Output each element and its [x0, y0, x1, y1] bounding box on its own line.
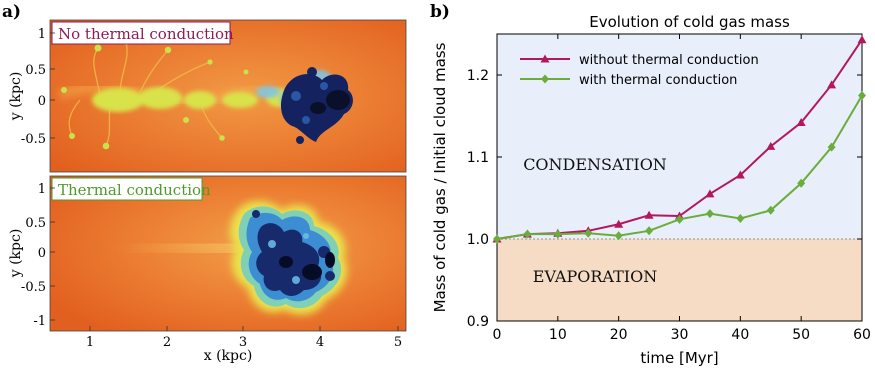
data-point: [796, 118, 806, 127]
legend-entry: without thermal conduction: [579, 53, 759, 68]
xtick-label: 4: [316, 335, 324, 350]
label-box-conduction: [51, 177, 203, 201]
chart-title: Evolution of cold gas mass: [589, 13, 790, 31]
legend-swatch-marker: [541, 74, 549, 84]
data-point: [645, 226, 654, 236]
data-point: [705, 209, 714, 219]
x-tick-label: 10: [549, 327, 567, 343]
label-conduction: Thermal conduction: [58, 181, 211, 199]
data-point: [614, 219, 624, 228]
xtick-label: 3: [239, 335, 247, 350]
x-tick-label: 60: [853, 327, 871, 343]
xtick-label: 2: [163, 335, 171, 350]
condensation-label: CONDENSATION: [523, 155, 667, 174]
simulation-no-conduction: No thermal conduction: [49, 19, 407, 173]
condensation-region: [497, 34, 862, 239]
data-point: [523, 229, 532, 239]
data-point: [493, 234, 501, 244]
legend-swatch-marker: [540, 54, 550, 63]
y-tick-label: 1.2: [467, 68, 489, 84]
series-with-conduction: [493, 91, 866, 244]
data-point: [736, 214, 745, 223]
data-point: [675, 214, 684, 224]
bottom-ytick-label: 0.5: [25, 216, 46, 231]
data-point: [614, 231, 623, 241]
x-tick-label: 50: [792, 327, 810, 343]
top-ytick-label: 1: [38, 27, 46, 42]
data-point: [644, 210, 654, 219]
data-point: [858, 91, 866, 100]
top-ytick-label: 0: [38, 94, 46, 109]
y-tick-label: 0.9: [467, 314, 489, 330]
data-point: [553, 229, 562, 239]
panel-a-letter: a): [2, 2, 21, 22]
y-axis-label: Mass of cold gas / Initial cloud mass: [431, 42, 449, 312]
bottom-ytick-label: -1: [33, 314, 46, 329]
xtick-label: 5: [394, 335, 402, 350]
data-point: [797, 178, 806, 188]
panel-a-xlabel: x (kpc): [204, 348, 253, 364]
panel-a-ticks: 1 0.5 0 -0.5 1 0.5 0 -0.5 -1 1 2 3 4 5: [21, 27, 402, 350]
legend-entry: with thermal conduction: [579, 73, 737, 88]
x-tick-label: 20: [610, 327, 628, 343]
data-point: [827, 142, 836, 152]
evaporation-region: [497, 239, 862, 321]
data-point: [705, 189, 715, 198]
label-no-conduction: No thermal conduction: [58, 25, 234, 43]
bottom-ytick-label: 0: [38, 246, 46, 261]
evaporation-label: EVAPORATION: [533, 267, 657, 286]
top-ytick-label: -0.5: [21, 132, 46, 147]
simulation-with-conduction: Thermal conduction: [49, 175, 407, 332]
legend: without thermal conduction with thermal c…: [520, 53, 759, 88]
data-point: [584, 228, 593, 238]
cold-gas-mass-chart: CONDENSATION EVAPORATION Evolution of cold…: [431, 13, 871, 367]
x-tick-label: 40: [731, 327, 749, 343]
panel-a-bottom-ylabel: y (kpc): [8, 229, 24, 279]
data-point: [857, 35, 867, 44]
data-point: [766, 141, 776, 150]
y-tick-label: 1.1: [467, 150, 489, 166]
bottom-ytick-label: 1: [38, 182, 46, 197]
data-point: [827, 80, 837, 89]
panel-a-top-ylabel: y (kpc): [8, 72, 24, 122]
bottom-ytick-label: -0.5: [21, 280, 46, 295]
x-axis-label: time [Myr]: [640, 349, 718, 367]
data-point: [735, 170, 745, 179]
x-tick-label: 0: [493, 327, 502, 343]
panel-b-letter: b): [430, 2, 450, 22]
x-tick-label: 30: [671, 327, 689, 343]
data-point: [766, 205, 775, 215]
top-ytick-label: 0.5: [25, 63, 46, 78]
xtick-label: 1: [86, 335, 94, 350]
y-tick-label: 1.0: [467, 232, 489, 248]
